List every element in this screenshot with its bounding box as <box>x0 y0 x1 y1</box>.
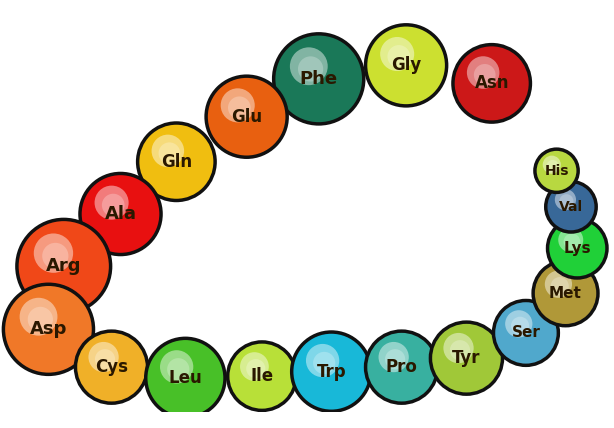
Circle shape <box>545 270 572 298</box>
Circle shape <box>474 64 495 86</box>
Text: Ser: Ser <box>511 325 540 340</box>
Text: Gln: Gln <box>161 153 192 171</box>
Circle shape <box>220 88 255 122</box>
Circle shape <box>387 45 410 68</box>
Circle shape <box>505 310 532 337</box>
Circle shape <box>443 333 473 363</box>
Circle shape <box>88 342 119 372</box>
Text: Gly: Gly <box>391 56 421 74</box>
Circle shape <box>494 300 558 366</box>
Text: Pro: Pro <box>386 358 418 376</box>
Text: Asn: Asn <box>475 74 509 92</box>
Circle shape <box>146 338 225 418</box>
Text: Trp: Trp <box>316 363 346 380</box>
Circle shape <box>292 332 371 411</box>
Circle shape <box>313 352 335 374</box>
Circle shape <box>511 317 529 335</box>
Circle shape <box>430 322 502 394</box>
Text: Phe: Phe <box>300 70 338 88</box>
Text: Leu: Leu <box>168 369 202 387</box>
Circle shape <box>152 135 184 167</box>
Circle shape <box>453 45 530 122</box>
Text: Lys: Lys <box>564 241 591 256</box>
Circle shape <box>535 149 578 192</box>
Text: Arg: Arg <box>46 257 82 275</box>
Circle shape <box>158 143 181 164</box>
Circle shape <box>379 342 409 372</box>
Circle shape <box>206 76 287 157</box>
Circle shape <box>42 243 68 269</box>
Circle shape <box>34 233 73 273</box>
Circle shape <box>28 307 53 332</box>
Text: Val: Val <box>559 200 583 214</box>
Circle shape <box>548 219 607 278</box>
Circle shape <box>543 156 561 174</box>
Text: Asp: Asp <box>29 320 67 338</box>
Circle shape <box>240 352 269 381</box>
Circle shape <box>246 359 265 378</box>
Circle shape <box>546 160 559 172</box>
Text: Glu: Glu <box>231 108 262 126</box>
Circle shape <box>20 298 58 336</box>
Text: Ala: Ala <box>104 205 136 223</box>
Circle shape <box>380 37 414 71</box>
Circle shape <box>555 189 576 210</box>
Circle shape <box>76 331 147 403</box>
Circle shape <box>365 25 446 106</box>
Circle shape <box>533 261 598 326</box>
Circle shape <box>467 56 499 89</box>
Circle shape <box>365 331 438 403</box>
Circle shape <box>228 96 251 119</box>
Circle shape <box>4 284 93 374</box>
Circle shape <box>138 123 215 200</box>
Circle shape <box>167 358 189 380</box>
Circle shape <box>385 349 405 369</box>
Circle shape <box>450 340 470 360</box>
Text: Ile: Ile <box>251 367 273 385</box>
Circle shape <box>160 350 193 383</box>
Circle shape <box>290 48 328 85</box>
Circle shape <box>546 181 596 232</box>
Circle shape <box>95 349 115 369</box>
Circle shape <box>306 344 340 377</box>
Circle shape <box>551 277 569 295</box>
Circle shape <box>95 186 128 220</box>
Circle shape <box>274 34 363 124</box>
Circle shape <box>559 194 573 208</box>
Circle shape <box>228 342 296 410</box>
Circle shape <box>17 220 111 313</box>
Text: Tyr: Tyr <box>452 349 481 367</box>
Circle shape <box>564 233 580 250</box>
Circle shape <box>80 173 161 255</box>
Circle shape <box>102 194 125 217</box>
Text: His: His <box>544 164 569 178</box>
Circle shape <box>558 227 583 253</box>
Text: Met: Met <box>549 286 582 301</box>
Circle shape <box>298 56 323 82</box>
Text: Cys: Cys <box>95 358 128 376</box>
